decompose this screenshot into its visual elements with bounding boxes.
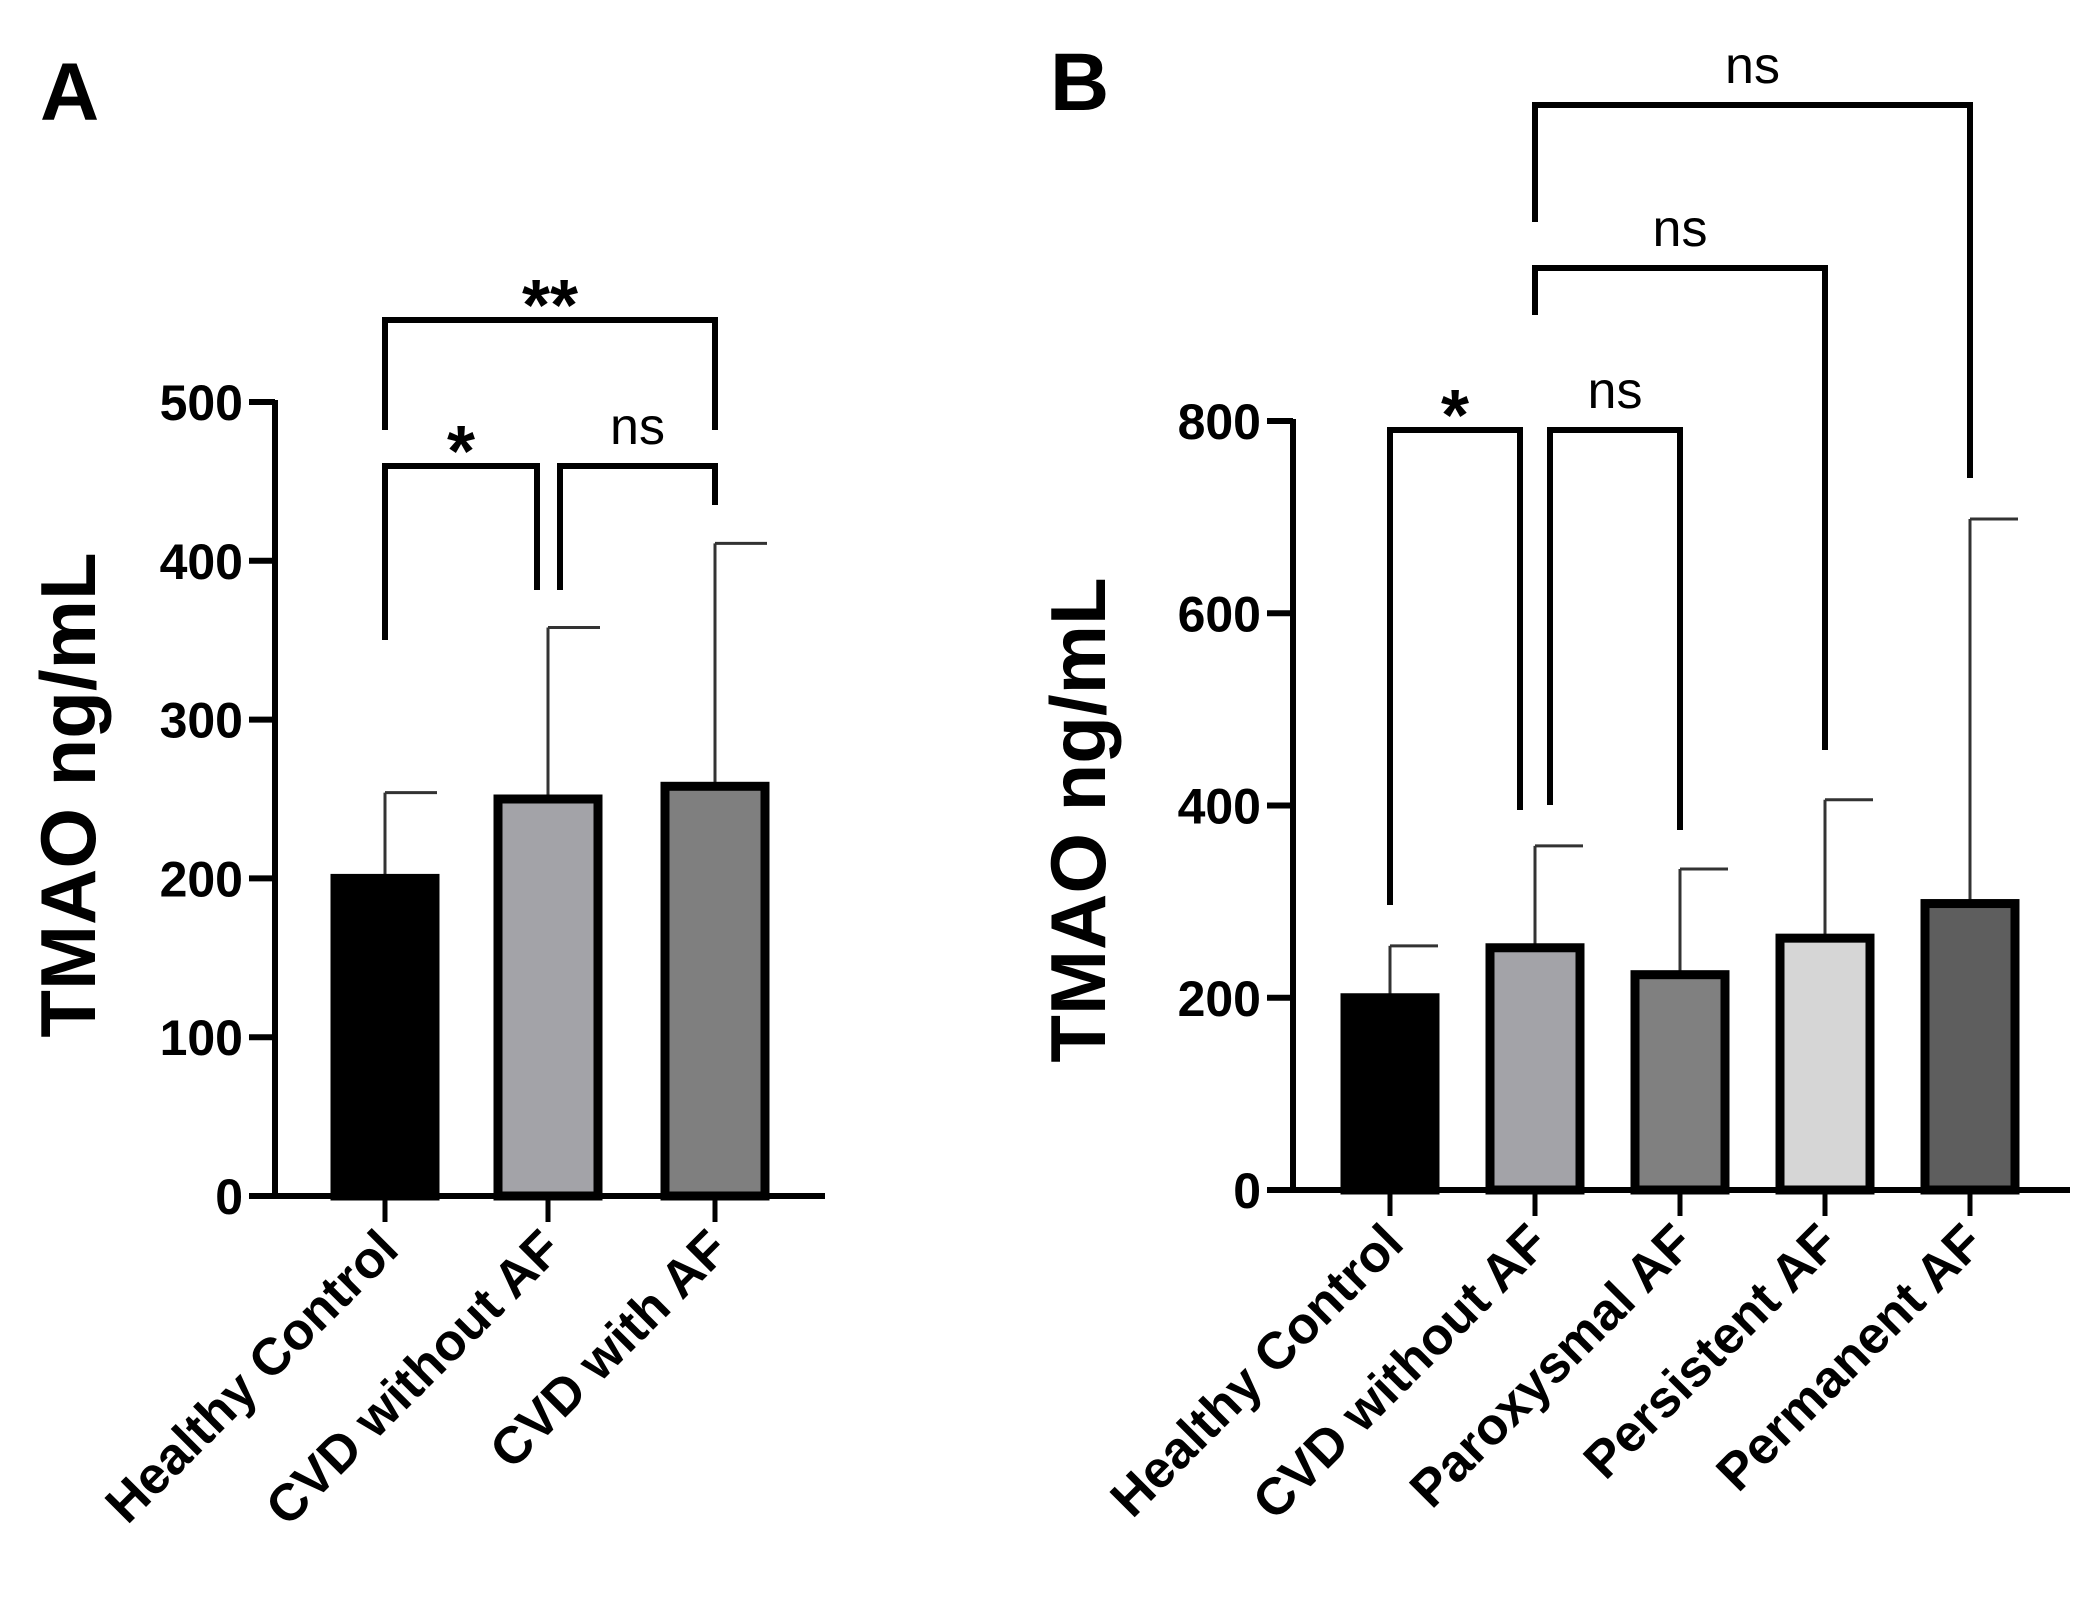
panel-b-sig-label-3: ns [1725, 37, 1780, 95]
panel-a-y-tick-label-4: 400 [160, 534, 243, 590]
panel-b-y-tick-label-2: 400 [1178, 779, 1261, 835]
panel-b-y-tick-label-0: 0 [1233, 1163, 1261, 1219]
panel-a-sig-bracket-2 [382, 317, 718, 430]
panel-a-x-tick-label-0: Healthy Control [95, 1219, 410, 1534]
panel-a: A TMAO ng/mL 0 100 200 300 400 500 Healthy Con… [24, 47, 825, 1537]
panel-b-sig-bracket-0 [1387, 427, 1523, 905]
panel-b-x-tick-label-3: Persistent AF [1573, 1213, 1850, 1490]
panel-a-sig-bracket-0 [382, 463, 540, 640]
panel-a-x-tick-label-1: CVD without AF [255, 1219, 572, 1536]
panel-b-label: B [1050, 37, 1109, 128]
panel-b-x-tick-label-4: Permanent AF [1706, 1213, 1995, 1502]
panel-a-sig-label-1: ns [610, 398, 665, 456]
panel-a-y-tick-label-3: 300 [160, 693, 243, 749]
panel-a-bar-1 [493, 794, 603, 1201]
panel-a-sig-label-2: ** [522, 266, 578, 346]
panel-b-sig-bracket-3 [1532, 102, 1973, 478]
panel-b-bar-4 [1920, 899, 2020, 1195]
panel-b-bar-0 [1340, 993, 1440, 1195]
panel-a-y-tick-label-5: 500 [160, 375, 243, 431]
panel-b-sig-label-1: ns [1588, 362, 1643, 420]
panel-a-sig-bracket-1 [557, 463, 718, 590]
panel-a-sig-label-0: * [447, 412, 475, 492]
panel-b-sig-label-2: ns [1653, 200, 1708, 258]
panel-a-y-tick-label-2: 200 [160, 851, 243, 907]
panel-a-label: A [40, 47, 99, 138]
panel-a-bar-2 [660, 781, 770, 1201]
panel-b-sig-bracket-2 [1532, 265, 1828, 750]
panel-a-y-axis-label: TMAO ng/mL [24, 552, 112, 1037]
panel-b-y-tick-label-4: 800 [1178, 394, 1261, 450]
panel-b-bar-1 [1485, 943, 1585, 1195]
panel-a-y-tick-label-1: 100 [160, 1010, 243, 1066]
panel-b-bar-2 [1630, 970, 1730, 1195]
panel-b-y-tick-label-1: 200 [1178, 971, 1261, 1027]
panel-b-bar-3 [1775, 933, 1875, 1195]
panel-b-y-tick-label-3: 600 [1178, 586, 1261, 642]
panel-b-sig-bracket-1 [1547, 427, 1683, 830]
panel-b-sig-label-0: * [1441, 376, 1469, 456]
panel-b-y-axis-label: TMAO ng/mL [1034, 577, 1122, 1062]
panel-a-bar-0 [330, 873, 440, 1201]
panel-a-y-tick-label-0: 0 [215, 1169, 243, 1225]
